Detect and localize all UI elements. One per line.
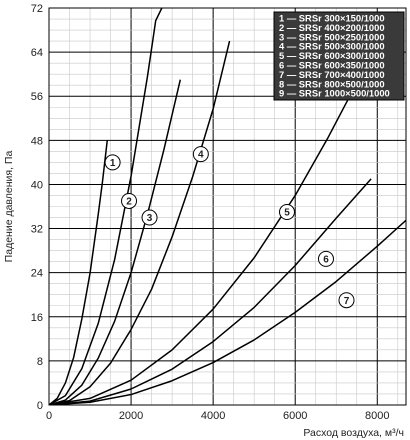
y-tick-label: 40 <box>31 179 43 191</box>
curve-label-circle <box>104 154 121 171</box>
curve-label-6: 6 <box>317 250 334 267</box>
series-1-line <box>49 140 109 405</box>
y-tick-label: 32 <box>31 224 43 236</box>
curve-label-7: 7 <box>338 292 355 309</box>
series-6-line <box>49 178 372 405</box>
curve-label-circle <box>279 204 295 221</box>
x-tick-label: 6000 <box>283 410 307 422</box>
curve-label-number: 2 <box>126 197 132 208</box>
legend-entry-7: 7 — SRSr 700×400/1000 <box>279 69 385 80</box>
curve-label-2: 2 <box>121 192 138 209</box>
y-tick-label: 48 <box>31 135 43 147</box>
series-5-line <box>49 90 354 405</box>
x-tick-label: 0 <box>46 410 52 422</box>
curve-label-1: 1 <box>104 154 121 171</box>
y-tick-label: 0 <box>37 400 43 412</box>
curve-label-number: 3 <box>147 213 153 224</box>
curve-label-circle <box>317 250 334 267</box>
curve-label-circle <box>192 146 209 163</box>
x-tick-label: 8000 <box>365 410 389 422</box>
curve-label-number: 1 <box>110 158 116 169</box>
x-tick-label: 4000 <box>201 410 225 422</box>
y-tick-label: 56 <box>31 91 43 103</box>
series-3-line <box>49 79 182 405</box>
legend-entry-8: 8 — SRSr 800×500/1000 <box>279 78 385 89</box>
series-2-line <box>49 8 163 405</box>
y-tick-label: 8 <box>37 356 43 368</box>
curve-label-circle <box>121 192 138 209</box>
curve-markers: 1 2 3 4 5 6 7 <box>104 146 355 309</box>
y-axis-label: Падение давления, Па <box>3 151 15 263</box>
legend-box <box>273 11 405 101</box>
y-tick-label: 64 <box>31 47 43 59</box>
y-tick-label: 16 <box>31 312 43 324</box>
curve-label-number: 4 <box>198 150 204 161</box>
curve-label-number: 6 <box>323 254 329 265</box>
curve-label-5: 5 <box>279 204 295 221</box>
series-7-line <box>49 219 406 405</box>
legend-entry-1: 1 — SRSr 300×150/1000 <box>279 13 385 24</box>
curve-label-4: 4 <box>192 146 209 163</box>
curve-label-circle <box>141 209 158 226</box>
legend-entry-9: 9 — SRSr 1000×500/1000 <box>279 88 390 99</box>
legend-entry-5: 5 — SRSr 600×300/1000 <box>279 50 385 61</box>
curve-label-number: 7 <box>344 296 350 307</box>
legend-entry-2: 2 — SRSr 400×200/1000 <box>279 22 385 33</box>
plot-frame <box>48 7 407 406</box>
x-axis-label: Расход воздуха, м³/ч <box>303 427 404 439</box>
x-tick-label: 2000 <box>119 410 143 422</box>
curve-label-3: 3 <box>141 209 158 226</box>
legend-entry-3: 3 — SRSr 500×250/1000 <box>279 31 385 42</box>
series-4-line <box>49 40 231 405</box>
legend-entry-4: 4 — SRSr 500×300/1000 <box>279 41 385 52</box>
curve-label-number: 5 <box>284 208 290 219</box>
y-tick-label: 24 <box>31 268 43 280</box>
y-tick-label: 72 <box>31 3 43 15</box>
legend-entry-6: 6 — SRSr 600×350/1000 <box>279 60 385 71</box>
curve-label-circle <box>338 292 355 309</box>
curves <box>49 8 406 405</box>
